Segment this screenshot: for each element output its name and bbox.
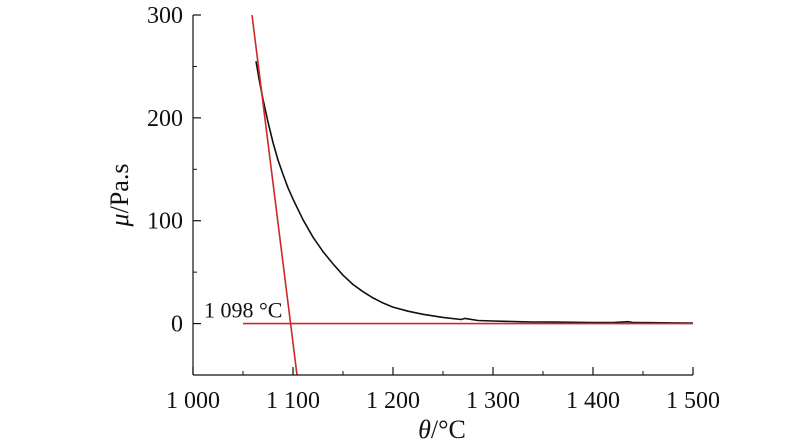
axes — [192, 15, 693, 376]
y-tick-label: 300 — [147, 3, 183, 29]
tangent-layer — [243, 15, 693, 375]
intersection-annotation: 1 098 °C — [204, 297, 282, 322]
x-tick-label: 1 500 — [666, 388, 720, 414]
x-tick-label: 1 100 — [266, 388, 320, 414]
y-tick-label: 200 — [147, 106, 183, 132]
x-tick-label: 1 200 — [366, 388, 420, 414]
x-tick-label: 1 300 — [466, 388, 520, 414]
y-axis-title: μ/Pa.s — [105, 164, 134, 228]
x-tick-label: 1 400 — [566, 388, 620, 414]
y-tick-label: 0 — [171, 312, 183, 338]
tangent-line — [251, 15, 298, 375]
x-axis-title: θ/°C — [418, 415, 466, 444]
viscosity-curve — [255, 61, 693, 324]
series-layer — [255, 61, 693, 324]
x-axis-ticks: 1 000 1 100 1 200 1 300 1 400 1 500 — [166, 367, 720, 414]
x-tick-label: 1 000 — [166, 388, 220, 414]
y-axis-ticks: 0 100 200 300 — [147, 3, 201, 338]
annotation-layer: 1 098 °C — [204, 297, 282, 322]
y-tick-label: 100 — [147, 209, 183, 235]
